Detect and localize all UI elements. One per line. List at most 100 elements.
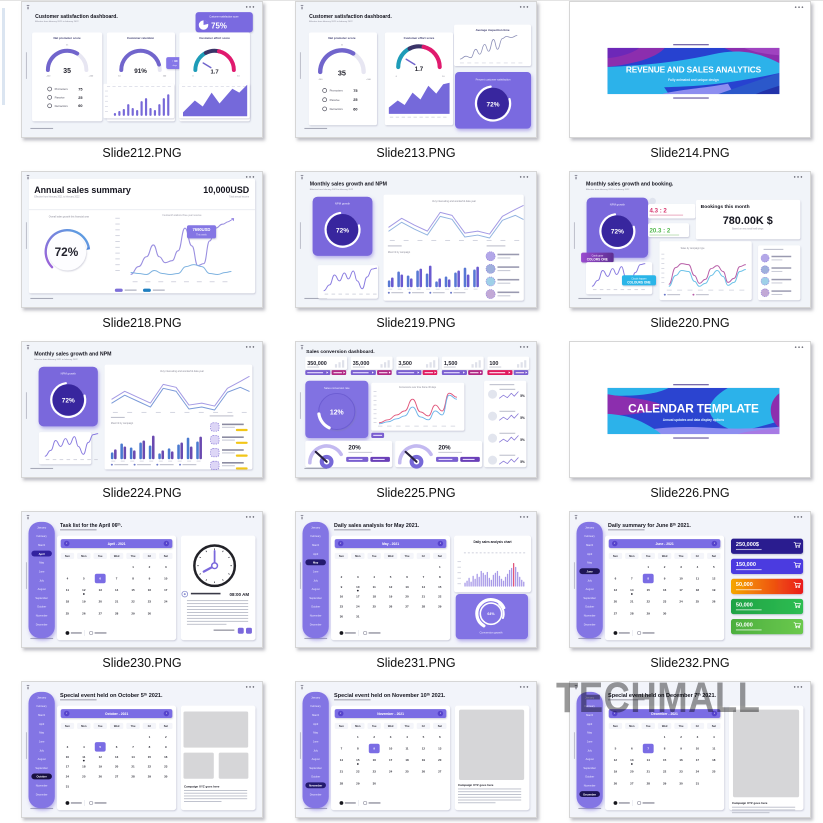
svg-text:91%: 91% [134,68,147,75]
svg-text:Average inspection time: Average inspection time [476,28,510,32]
svg-text:Promoters: Promoters [55,87,69,91]
svg-text:Customer satisfaction score: Customer satisfaction score [209,15,239,18]
svg-text:2: 2 [165,735,167,739]
svg-text:September: September [309,766,322,770]
svg-text:22: 22 [647,600,651,604]
svg-text:17: 17 [66,765,70,769]
svg-text:20: 20 [614,600,618,604]
svg-text:15: 15 [148,755,152,759]
svg-text:Clouds happen: Clouds happen [631,278,647,280]
svg-text:February: February [585,534,596,538]
svg-text:16: 16 [679,758,683,762]
svg-text:12: 12 [422,747,426,751]
svg-text:January: January [37,525,47,529]
svg-text:May: May [39,731,45,735]
svg-text:October - 2021: October - 2021 [105,712,128,716]
svg-text:December: December [310,792,322,796]
svg-text:780.00K $: 780.00K $ [723,215,773,227]
svg-text:4.3 : 2: 4.3 : 2 [650,208,668,215]
svg-text:December: December [36,622,48,626]
svg-text:10: 10 [356,585,360,589]
svg-text:July: July [313,748,318,752]
svg-text:20: 20 [405,595,409,599]
svg-text:5%: 5% [520,438,525,442]
svg-text:Sun: Sun [339,554,344,558]
svg-text:Effective from february 2021 t: Effective from february 2021 to february… [586,188,630,191]
svg-text:13: 13 [99,588,103,592]
svg-text:11: 11 [373,585,376,589]
svg-text:March: March [312,543,320,547]
svg-text:23: 23 [164,765,168,769]
svg-text:29: 29 [356,781,360,785]
svg-text:10: 10 [442,76,445,78]
svg-text:Tue: Tue [98,724,103,728]
svg-text:12: 12 [99,755,103,759]
svg-text:26: 26 [389,605,393,609]
svg-text:Effective from february 2021 t: Effective from february 2021 to february… [309,20,353,23]
svg-text:›: › [166,542,167,546]
svg-text:17: 17 [389,758,393,762]
svg-text:August: August [586,757,594,761]
svg-text:2: 2 [680,735,682,739]
svg-text:19: 19 [614,770,618,774]
svg-text:08:00 AM: 08:00 AM [229,592,249,597]
svg-text:17: 17 [356,595,360,599]
svg-text:NPM growth: NPM growth [61,372,77,376]
svg-text:31: 31 [356,614,360,618]
svg-text:Task list for the April 06th.: Task list for the April 06th. [60,522,123,528]
svg-text:21: 21 [131,765,135,769]
svg-text:3: 3 [67,745,69,749]
svg-text:25: 25 [82,775,86,779]
svg-text:September: September [583,596,596,600]
svg-text:4: 4 [713,735,715,739]
svg-text:February: February [311,534,322,538]
svg-text:+100: +100 [88,75,94,77]
svg-text:23: 23 [679,770,683,774]
svg-text:April - 2021: April - 2021 [108,542,126,546]
svg-text:30: 30 [663,611,667,615]
svg-text:20%: 20% [348,444,361,451]
svg-text:1: 1 [664,735,666,739]
svg-text:3: 3 [697,735,699,739]
svg-text:REVENUE AND SALES ANALYTICS: REVENUE AND SALES ANALYTICS [626,65,762,74]
svg-text:Campaign XYZ goes here: Campaign XYZ goes here [184,784,220,788]
svg-text:50,000: 50,000 [736,582,753,588]
svg-text:›: › [714,542,715,546]
svg-text:Effective from february 2021 t: Effective from february 2021 to february… [310,188,354,191]
svg-text:Customer effort score: Customer effort score [404,36,435,40]
svg-text:September: September [35,596,48,600]
svg-text:6: 6 [631,747,633,751]
svg-text:October: October [311,775,320,779]
svg-text:11: 11 [712,747,715,751]
svg-text:19: 19 [712,588,716,592]
svg-text:August: August [312,757,320,761]
svg-text:September: September [583,766,596,770]
svg-text:7: 7 [423,575,425,579]
svg-text:days: days [173,65,178,67]
svg-text:Thu: Thu [679,554,684,558]
svg-text:6: 6 [116,745,118,749]
svg-text:29: 29 [148,775,152,779]
svg-text:19: 19 [82,600,86,604]
svg-text:16: 16 [373,758,377,762]
svg-text:August: August [586,587,594,591]
svg-text:Thu: Thu [131,554,136,558]
svg-text:9: 9 [664,577,666,581]
svg-text:November - 2021: November - 2021 [377,712,404,716]
svg-text:7: 7 [647,747,649,751]
svg-text:Detractors: Detractors [55,104,69,108]
svg-text:Customer retention: Customer retention [127,36,154,40]
svg-text:18: 18 [82,765,86,769]
svg-text:22: 22 [148,765,152,769]
svg-text:31: 31 [66,784,70,788]
svg-text:15: 15 [663,758,667,762]
svg-text:72%: 72% [336,227,349,234]
svg-text:11: 11 [66,588,69,592]
svg-text:15: 15 [131,588,135,592]
svg-text:June: June [587,739,593,743]
svg-text:April: April [39,552,45,556]
svg-text:16: 16 [148,588,152,592]
svg-text:6: 6 [406,575,408,579]
svg-text:28: 28 [422,605,426,609]
svg-text:20: 20 [115,765,119,769]
